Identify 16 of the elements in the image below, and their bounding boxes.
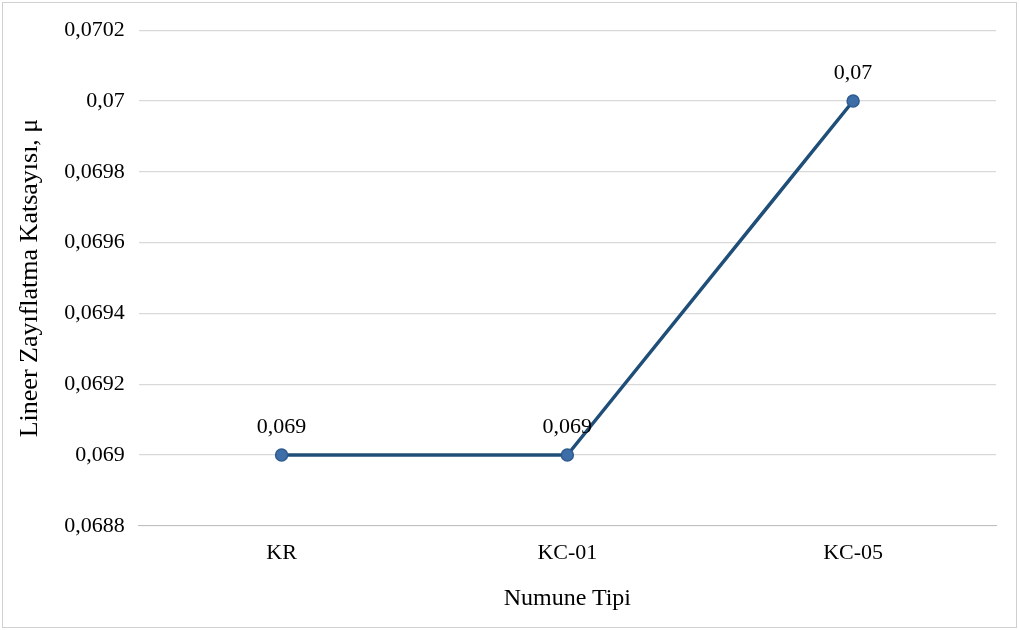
data-label: 0,069 bbox=[542, 412, 593, 438]
y-tick-label: 0,0694 bbox=[64, 299, 125, 325]
y-tick-label: 0,0692 bbox=[64, 369, 125, 395]
y-tick-label: 0,069 bbox=[75, 440, 125, 466]
x-tick-label: KC-05 bbox=[823, 538, 884, 564]
data-label: 0,07 bbox=[833, 58, 873, 84]
x-tick-label: KC-01 bbox=[537, 538, 598, 564]
x-tick-label: KR bbox=[266, 538, 298, 564]
y-axis-title: Lineer Zayıflatma Katsayısı, μ bbox=[14, 118, 44, 438]
y-tick-label: 0,0696 bbox=[64, 228, 125, 254]
y-tick-label: 0,0702 bbox=[64, 15, 125, 41]
x-axis-title: Numune Tipi bbox=[503, 583, 632, 610]
y-tick-label: 0,0698 bbox=[64, 157, 125, 183]
y-tick-label: 0,0688 bbox=[64, 511, 125, 537]
y-tick-label: 0,07 bbox=[86, 86, 125, 112]
data-label: 0,069 bbox=[256, 412, 307, 438]
